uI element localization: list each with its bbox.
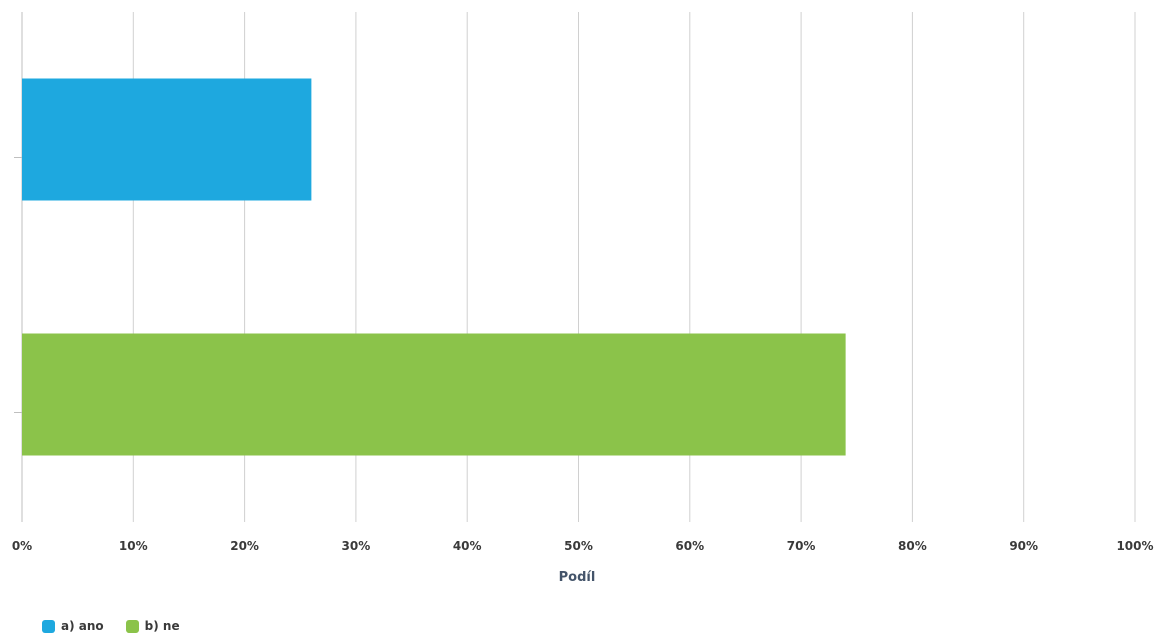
legend: a) ano b) ne (42, 619, 180, 633)
legend-item-ne: b) ne (125, 619, 180, 633)
x-tick-label: 20% (230, 539, 259, 553)
x-tick-label: 40% (453, 539, 482, 553)
x-tick-label: 90% (1009, 539, 1038, 553)
legend-swatch-ano (42, 619, 55, 633)
bars (22, 78, 846, 456)
legend-swatch-ne (125, 619, 139, 633)
bar-ano (22, 78, 312, 201)
x-tick-label: 70% (787, 539, 816, 553)
bar-ne (22, 333, 846, 456)
x-tick-label: 10% (119, 539, 148, 553)
legend-label-ano: a) ano (61, 619, 104, 633)
x-tick-label: 60% (675, 539, 704, 553)
legend-item-ano: a) ano (42, 619, 104, 633)
x-axis-title: Podíl (559, 570, 596, 585)
x-tick-label: 30% (342, 539, 371, 553)
x-tick-label: 50% (564, 539, 593, 553)
x-tick-label: 80% (898, 539, 927, 553)
x-tick-label: 100% (1116, 539, 1153, 553)
x-tick-label: 0% (12, 539, 32, 553)
x-tick-labels: 0% 10% 20% 30% 40% 50% 60% 70% 80% 90% 100% (12, 539, 1154, 553)
legend-label-ne: b) ne (144, 619, 180, 633)
